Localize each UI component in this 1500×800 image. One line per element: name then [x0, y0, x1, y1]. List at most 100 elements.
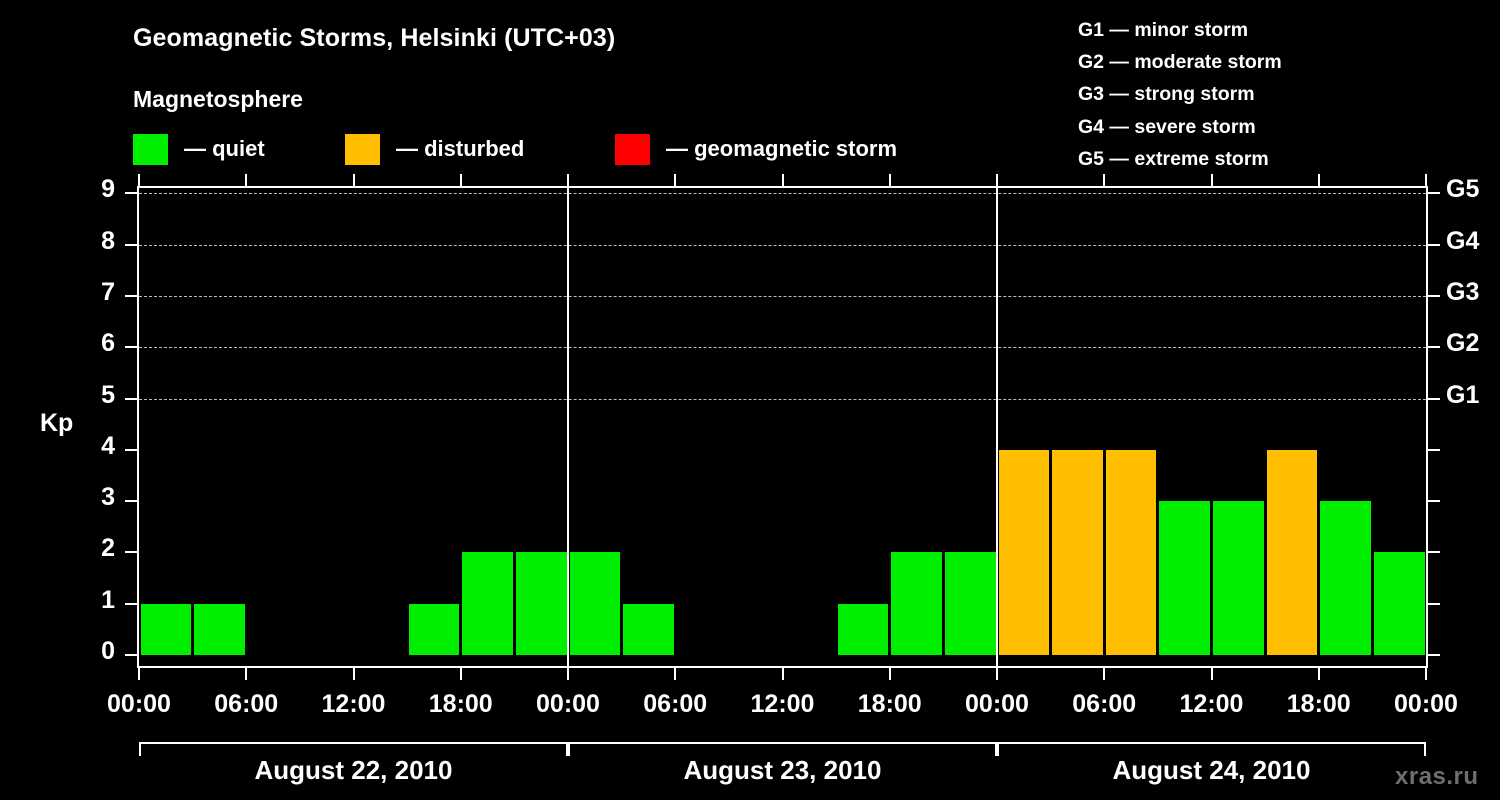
x-tick-top: [1425, 174, 1427, 186]
y-tick-0: [125, 654, 137, 656]
legend-swatch-storm: [615, 133, 650, 165]
bar: [515, 552, 567, 655]
y-axis-tick-label: 2: [101, 534, 115, 563]
x-tick: [352, 668, 355, 680]
bar: [1052, 449, 1103, 655]
y-tick-1: [125, 602, 137, 605]
x-tick-top: [888, 174, 891, 186]
g-axis-tick-label-G5: G5: [1446, 175, 1480, 204]
x-tick-top: [138, 174, 140, 186]
gridline-kp-5: [139, 398, 1426, 400]
bar: [408, 603, 460, 655]
bar: [944, 552, 996, 655]
x-tick-top: [1317, 174, 1320, 186]
y-tick-right-0: [1428, 654, 1440, 656]
y-axis-tick-label: 6: [101, 329, 115, 358]
g-scale-line-3: G3 — strong storm: [1078, 83, 1255, 106]
g-scale-line-1: G1 — minor storm: [1078, 19, 1249, 41]
x-axis-tick-label: 18:00: [428, 690, 493, 718]
bar: [194, 603, 245, 655]
date-bracket-2: [568, 742, 997, 756]
bar: [1213, 501, 1264, 655]
y-tick-right-3: [1428, 500, 1440, 503]
y-axis-tick-label: 1: [101, 585, 115, 614]
x-axis-tick-label: 12:00: [750, 690, 815, 718]
x-tick-top: [245, 174, 248, 186]
y-tick-2: [125, 551, 137, 554]
y-axis-tick-label: 4: [101, 431, 115, 460]
x-tick-top: [352, 174, 355, 186]
x-axis-tick-label: 00:00: [1394, 690, 1458, 718]
x-tick-top: [1103, 174, 1106, 186]
x-axis-tick-label: 06:00: [214, 690, 279, 718]
date-label-2: August 23, 2010: [683, 755, 882, 785]
x-tick: [1210, 668, 1213, 680]
date-bracket-3: [997, 742, 1426, 756]
y-tick-right-1: [1428, 602, 1440, 605]
x-tick-top: [459, 174, 462, 186]
y-tick-right-4: [1428, 448, 1440, 451]
g-scale-line-2: G2 — moderate storm: [1078, 51, 1282, 74]
bar: [1320, 501, 1371, 655]
legend-swatch-quiet: [133, 133, 168, 165]
legend-item-quiet: — quiet: [133, 133, 265, 165]
y-tick-5: [125, 397, 137, 400]
x-axis-tick-label: 12:00: [321, 690, 386, 718]
g-scale-line-4: G4 — severe storm: [1078, 115, 1256, 138]
g-axis-tick-label-G1: G1: [1446, 380, 1480, 409]
plot-inner: [139, 188, 1426, 666]
x-tick: [567, 668, 569, 680]
y-tick-right-5: [1428, 397, 1440, 400]
x-tick: [1425, 668, 1427, 680]
gridline-kp-8: [139, 244, 1426, 246]
y-tick-8: [125, 243, 137, 246]
day-separator-1: [567, 188, 569, 666]
y-axis-tick-label: 8: [101, 226, 115, 255]
x-tick-top: [674, 174, 677, 186]
x-tick: [674, 668, 677, 680]
g-scale-line-5: G5 — extreme storm: [1078, 147, 1269, 170]
bar: [1159, 501, 1210, 655]
y-tick-7: [125, 294, 137, 297]
legend-swatch-disturbed: [345, 133, 380, 165]
bar: [1266, 449, 1318, 655]
y-tick-right-7: [1428, 294, 1440, 297]
g-axis-tick-label-G2: G2: [1446, 329, 1480, 358]
y-tick-4: [125, 448, 137, 451]
x-tick-top: [781, 174, 784, 186]
y-axis-tick-label: 3: [101, 483, 115, 512]
y-tick-9: [125, 192, 137, 195]
x-axis-tick-label: 06:00: [1072, 690, 1137, 718]
y-axis-tick-label: 0: [101, 637, 115, 665]
x-axis-tick-label: 00:00: [107, 690, 171, 718]
bar: [1105, 449, 1157, 655]
bar: [1373, 552, 1425, 655]
legend-item-storm: — geomagnetic storm: [615, 133, 897, 165]
watermark: xras.ru: [1395, 763, 1479, 790]
plot-area: [137, 186, 1428, 668]
gridline-kp-9: [139, 193, 1426, 195]
x-axis-tick-label: 18:00: [857, 690, 922, 718]
y-tick-right-2: [1428, 551, 1440, 554]
legend-label-quiet: — quiet: [184, 136, 265, 161]
gridline-kp-6: [139, 347, 1426, 349]
day-separator-2: [996, 188, 998, 666]
y-axis-label: Kp: [40, 409, 74, 437]
bar: [140, 603, 192, 655]
y-tick-3: [125, 500, 137, 503]
x-tick-top: [567, 174, 569, 186]
y-axis-tick-label: 9: [101, 175, 115, 204]
bar: [623, 603, 674, 655]
g-scale-legend: G1 — minor storm G2 — moderate storm G3 — …: [1078, 14, 1282, 175]
bar: [837, 603, 889, 655]
g-axis-tick-label-G4: G4: [1446, 226, 1480, 255]
section-label: Magnetosphere: [133, 86, 303, 112]
legend-label-storm: — geomagnetic storm: [666, 136, 898, 161]
date-label-3: August 24, 2010: [1112, 755, 1311, 785]
x-tick-top: [996, 174, 998, 186]
legend-item-disturbed: — disturbed: [345, 133, 524, 165]
y-tick-6: [125, 346, 137, 349]
bar: [462, 552, 513, 655]
date-bracket-1: [139, 742, 568, 756]
